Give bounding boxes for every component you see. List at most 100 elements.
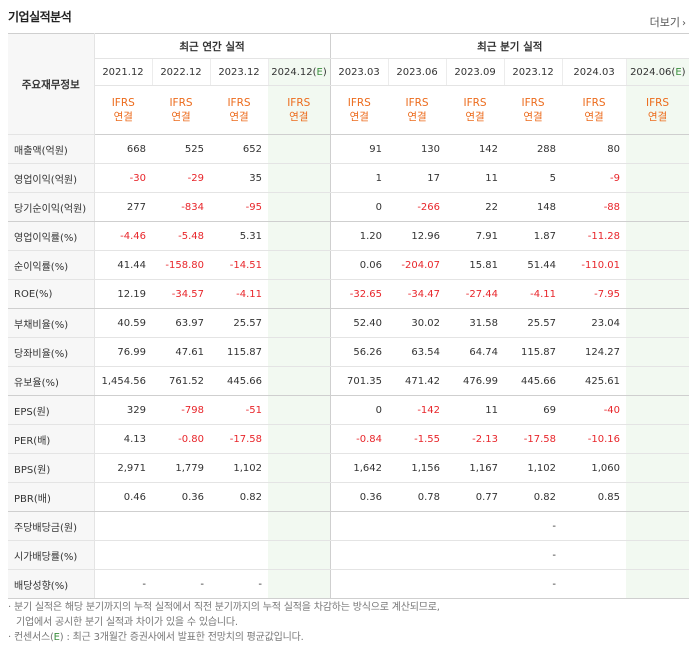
period-header: 2023.12: [209, 58, 268, 86]
table-cell: [94, 540, 152, 570]
table-cell: 15.81: [446, 250, 505, 280]
table-cell: 1,779: [152, 453, 210, 483]
table-cell: 25.57: [210, 308, 268, 338]
table-cell: 1,060: [562, 453, 627, 483]
table-row: 시가배당률(%) -: [8, 540, 690, 570]
period-header: 2022.12: [151, 58, 210, 86]
table-cell: -5.48: [152, 221, 210, 251]
table-cell: [626, 250, 690, 280]
table-cell: -798: [152, 395, 210, 425]
table-cell: [626, 424, 690, 454]
table-cell: 5: [504, 163, 563, 193]
table-cell: [268, 163, 331, 193]
footnotes: · 분기 실적은 해당 분기까지의 누적 실적에서 직전 분기까지의 누적 실적…: [8, 600, 440, 645]
table-row: 영업이익(억원) -30 -29 35 1 17 11 5 -9: [8, 163, 690, 193]
table-cell: 0.85: [562, 482, 627, 512]
table-cell: 288: [504, 134, 563, 164]
table-cell: -4.46: [94, 221, 152, 251]
table-cell: [268, 540, 331, 570]
table-cell: 115.87: [504, 337, 563, 367]
table-cell: [268, 192, 331, 222]
table-cell: -: [152, 569, 210, 599]
table-cell: -34.47: [388, 279, 447, 309]
table-cell: [446, 511, 505, 541]
table-row: PER(배) 4.13 -0.80 -17.58 -0.84 -1.55 -2.13 -17.…: [8, 424, 690, 454]
table-cell: [268, 366, 331, 396]
table-cell: 124.27: [562, 337, 627, 367]
row-label: 매출액(억원): [8, 134, 95, 164]
table-cell: [330, 569, 389, 599]
table-cell: [446, 540, 505, 570]
table-row: 순이익률(%) 41.44 -158.80 -14.51 0.06 -204.07 15.8…: [8, 250, 690, 280]
ifrs-basis-header: IFRS 연결: [562, 85, 627, 135]
more-link[interactable]: 더보기 ›: [650, 14, 686, 30]
table-cell: [268, 134, 331, 164]
row-label: 부채비율(%): [8, 308, 95, 338]
table-cell: [210, 540, 268, 570]
table-row: 매출액(억원) 668 525 652 91 130 142 288 80: [8, 134, 690, 164]
table-cell: 23.04: [562, 308, 627, 338]
row-label: 순이익률(%): [8, 250, 95, 280]
table-cell: [388, 511, 447, 541]
table-cell: 471.42: [388, 366, 447, 396]
table-cell: -17.58: [504, 424, 563, 454]
table-cell: 11: [446, 163, 505, 193]
table-cell: -10.16: [562, 424, 627, 454]
table-cell: [330, 540, 389, 570]
table-cell: 0.78: [388, 482, 447, 512]
table-cell: 0: [330, 192, 389, 222]
table-cell: 64.74: [446, 337, 505, 367]
period-header: 2023.12: [503, 58, 563, 86]
table-cell: -27.44: [446, 279, 505, 309]
table-cell: 63.54: [388, 337, 447, 367]
table-cell: [268, 279, 331, 309]
table-row: 당기순이익(억원) 277 -834 -95 0 -266 22 148 -88: [8, 192, 690, 222]
table-cell: 1,102: [210, 453, 268, 483]
row-label: 당좌비율(%): [8, 337, 95, 367]
table-row: 유보율(%) 1,454.56 761.52 445.66 701.35 471.42 47…: [8, 366, 690, 396]
table-cell: 30.02: [388, 308, 447, 338]
table-cell: -4.11: [504, 279, 563, 309]
period-header: 2023.09: [445, 58, 505, 86]
table-cell: 41.44: [94, 250, 152, 280]
table-cell: 445.66: [504, 366, 563, 396]
table-cell: -2.13: [446, 424, 505, 454]
table-cell: 1.87: [504, 221, 563, 251]
table-cell: 51.44: [504, 250, 563, 280]
table-cell: -17.58: [210, 424, 268, 454]
table-cell: -29: [152, 163, 210, 193]
table-cell: 701.35: [330, 366, 389, 396]
table-cell: 63.97: [152, 308, 210, 338]
table-cell: 1,454.56: [94, 366, 152, 396]
table-cell: [268, 453, 331, 483]
table-cell: 142: [446, 134, 505, 164]
table-cell: 47.61: [152, 337, 210, 367]
table-cell: [388, 540, 447, 570]
table-cell: 761.52: [152, 366, 210, 396]
table-cell: 35: [210, 163, 268, 193]
table-cell: 0.36: [152, 482, 210, 512]
table-cell: [268, 308, 331, 338]
table-cell: 148: [504, 192, 563, 222]
table-cell: -14.51: [210, 250, 268, 280]
table-cell: 0.06: [330, 250, 389, 280]
table-cell: 1,642: [330, 453, 389, 483]
table-cell: 56.26: [330, 337, 389, 367]
row-label: 유보율(%): [8, 366, 95, 396]
table-cell: -11.28: [562, 221, 627, 251]
table-cell: -1.55: [388, 424, 447, 454]
ifrs-basis-header: IFRS 연결: [504, 85, 563, 135]
table-row: BPS(원) 2,971 1,779 1,102 1,642 1,156 1,167 1,10…: [8, 453, 690, 483]
table-cell: -88: [562, 192, 627, 222]
table-cell: 69: [504, 395, 563, 425]
table-row: 당좌비율(%) 76.99 47.61 115.87 56.26 63.54 64.74 11…: [8, 337, 690, 367]
table-cell: 22: [446, 192, 505, 222]
table-cell: [626, 221, 690, 251]
table-cell: -9: [562, 163, 627, 193]
row-label: 배당성향(%): [8, 569, 95, 599]
table-cell: -266: [388, 192, 447, 222]
table-cell: [388, 569, 447, 599]
table-cell: 329: [94, 395, 152, 425]
footnote-1: · 분기 실적은 해당 분기까지의 누적 실적에서 직전 분기까지의 누적 실적…: [8, 602, 440, 613]
table-row: 영업이익률(%) -4.46 -5.48 5.31 1.20 12.96 7.91 1.87-…: [8, 221, 690, 251]
